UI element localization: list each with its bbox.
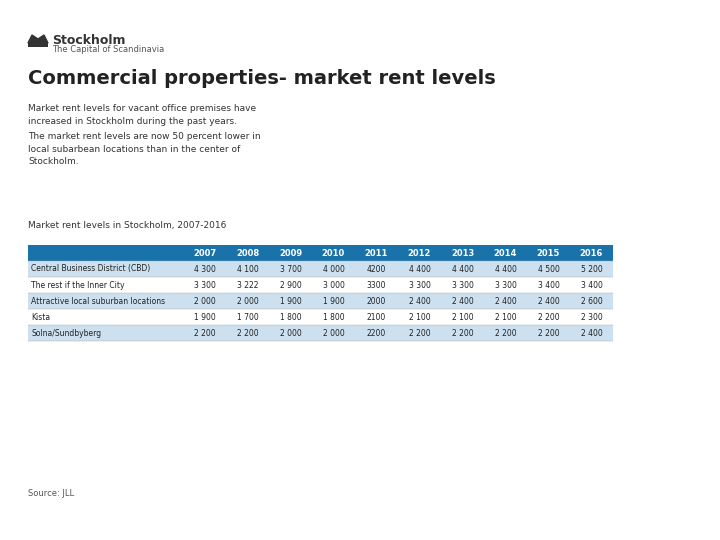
Text: 2009: 2009 (279, 248, 302, 258)
Text: 2 000: 2 000 (194, 296, 215, 306)
Text: 2012: 2012 (408, 248, 431, 258)
Text: 4 400: 4 400 (495, 265, 516, 273)
Text: 2000: 2000 (366, 296, 386, 306)
Text: Attractive local suburban locations: Attractive local suburban locations (31, 296, 165, 306)
Text: 2008: 2008 (236, 248, 259, 258)
Text: 3 222: 3 222 (237, 280, 258, 289)
Text: 2 100: 2 100 (451, 313, 473, 321)
Text: The rest if the Inner City: The rest if the Inner City (31, 280, 125, 289)
Text: 2 200: 2 200 (409, 328, 431, 338)
Text: 2 200: 2 200 (495, 328, 516, 338)
Text: Market rent levels for vacant office premises have
increased in Stockholm during: Market rent levels for vacant office pre… (28, 104, 256, 125)
Text: Solna/Sundbyberg: Solna/Sundbyberg (31, 328, 101, 338)
Text: The Capital of Scandinavia: The Capital of Scandinavia (52, 45, 164, 55)
FancyBboxPatch shape (28, 261, 613, 277)
Text: 2 100: 2 100 (409, 313, 431, 321)
Text: 1 900: 1 900 (323, 296, 344, 306)
Text: 2 200: 2 200 (538, 328, 559, 338)
FancyBboxPatch shape (28, 245, 613, 261)
Text: The market rent levels are now 50 percent lower in
local subarbean locations tha: The market rent levels are now 50 percen… (28, 132, 261, 166)
Text: 1 800: 1 800 (279, 313, 301, 321)
Text: 2 100: 2 100 (495, 313, 516, 321)
Text: 2100: 2100 (367, 313, 386, 321)
Text: 2015: 2015 (537, 248, 560, 258)
Text: 3 700: 3 700 (279, 265, 302, 273)
Text: 4 300: 4 300 (194, 265, 215, 273)
Text: 2 200: 2 200 (538, 313, 559, 321)
Text: 2010: 2010 (322, 248, 345, 258)
FancyBboxPatch shape (28, 325, 613, 341)
Text: 3 300: 3 300 (408, 280, 431, 289)
Text: 2 400: 2 400 (580, 328, 603, 338)
FancyBboxPatch shape (28, 277, 613, 293)
FancyBboxPatch shape (28, 293, 613, 309)
Text: Kista: Kista (31, 313, 50, 321)
Text: 3 000: 3 000 (323, 280, 344, 289)
Text: 2 900: 2 900 (279, 280, 302, 289)
Text: 1 700: 1 700 (237, 313, 258, 321)
Text: 2 400: 2 400 (451, 296, 473, 306)
Text: Market rent levels in Stockholm, 2007-2016: Market rent levels in Stockholm, 2007-20… (28, 221, 226, 230)
Text: Central Business District (CBD): Central Business District (CBD) (31, 265, 150, 273)
Text: Commercial properties- market rent levels: Commercial properties- market rent level… (28, 69, 496, 87)
Text: 2011: 2011 (365, 248, 388, 258)
Text: 1 800: 1 800 (323, 313, 344, 321)
Text: 2 200: 2 200 (194, 328, 215, 338)
Text: 2 400: 2 400 (409, 296, 431, 306)
Text: 2 400: 2 400 (538, 296, 559, 306)
Text: 2 200: 2 200 (237, 328, 258, 338)
Text: 2 000: 2 000 (279, 328, 302, 338)
Text: 2 200: 2 200 (451, 328, 473, 338)
Text: 4 000: 4 000 (323, 265, 344, 273)
Text: 4 500: 4 500 (538, 265, 559, 273)
Text: 2 400: 2 400 (495, 296, 516, 306)
Text: 1 900: 1 900 (279, 296, 302, 306)
Text: 2 000: 2 000 (237, 296, 258, 306)
Text: 1 900: 1 900 (194, 313, 215, 321)
Text: 2014: 2014 (494, 248, 517, 258)
Text: 3 300: 3 300 (451, 280, 474, 289)
FancyBboxPatch shape (28, 43, 48, 47)
Text: 2007: 2007 (193, 248, 216, 258)
Text: 2 000: 2 000 (323, 328, 344, 338)
Text: 4 400: 4 400 (451, 265, 474, 273)
Polygon shape (28, 35, 48, 43)
Text: 2200: 2200 (367, 328, 386, 338)
Text: Source: JLL: Source: JLL (28, 489, 74, 498)
Text: 3 300: 3 300 (194, 280, 215, 289)
Text: 3 300: 3 300 (495, 280, 516, 289)
Text: 4200: 4200 (366, 265, 386, 273)
Text: 5 200: 5 200 (580, 265, 603, 273)
Text: 3 400: 3 400 (580, 280, 603, 289)
Text: 3 400: 3 400 (538, 280, 559, 289)
Text: Stockholm: Stockholm (52, 33, 125, 46)
Text: 4 400: 4 400 (408, 265, 431, 273)
Text: 2 300: 2 300 (580, 313, 603, 321)
Text: 4 100: 4 100 (237, 265, 258, 273)
Text: 3300: 3300 (366, 280, 386, 289)
FancyBboxPatch shape (28, 309, 613, 325)
Text: 2013: 2013 (451, 248, 474, 258)
Text: 2 600: 2 600 (580, 296, 603, 306)
Text: 2016: 2016 (580, 248, 603, 258)
